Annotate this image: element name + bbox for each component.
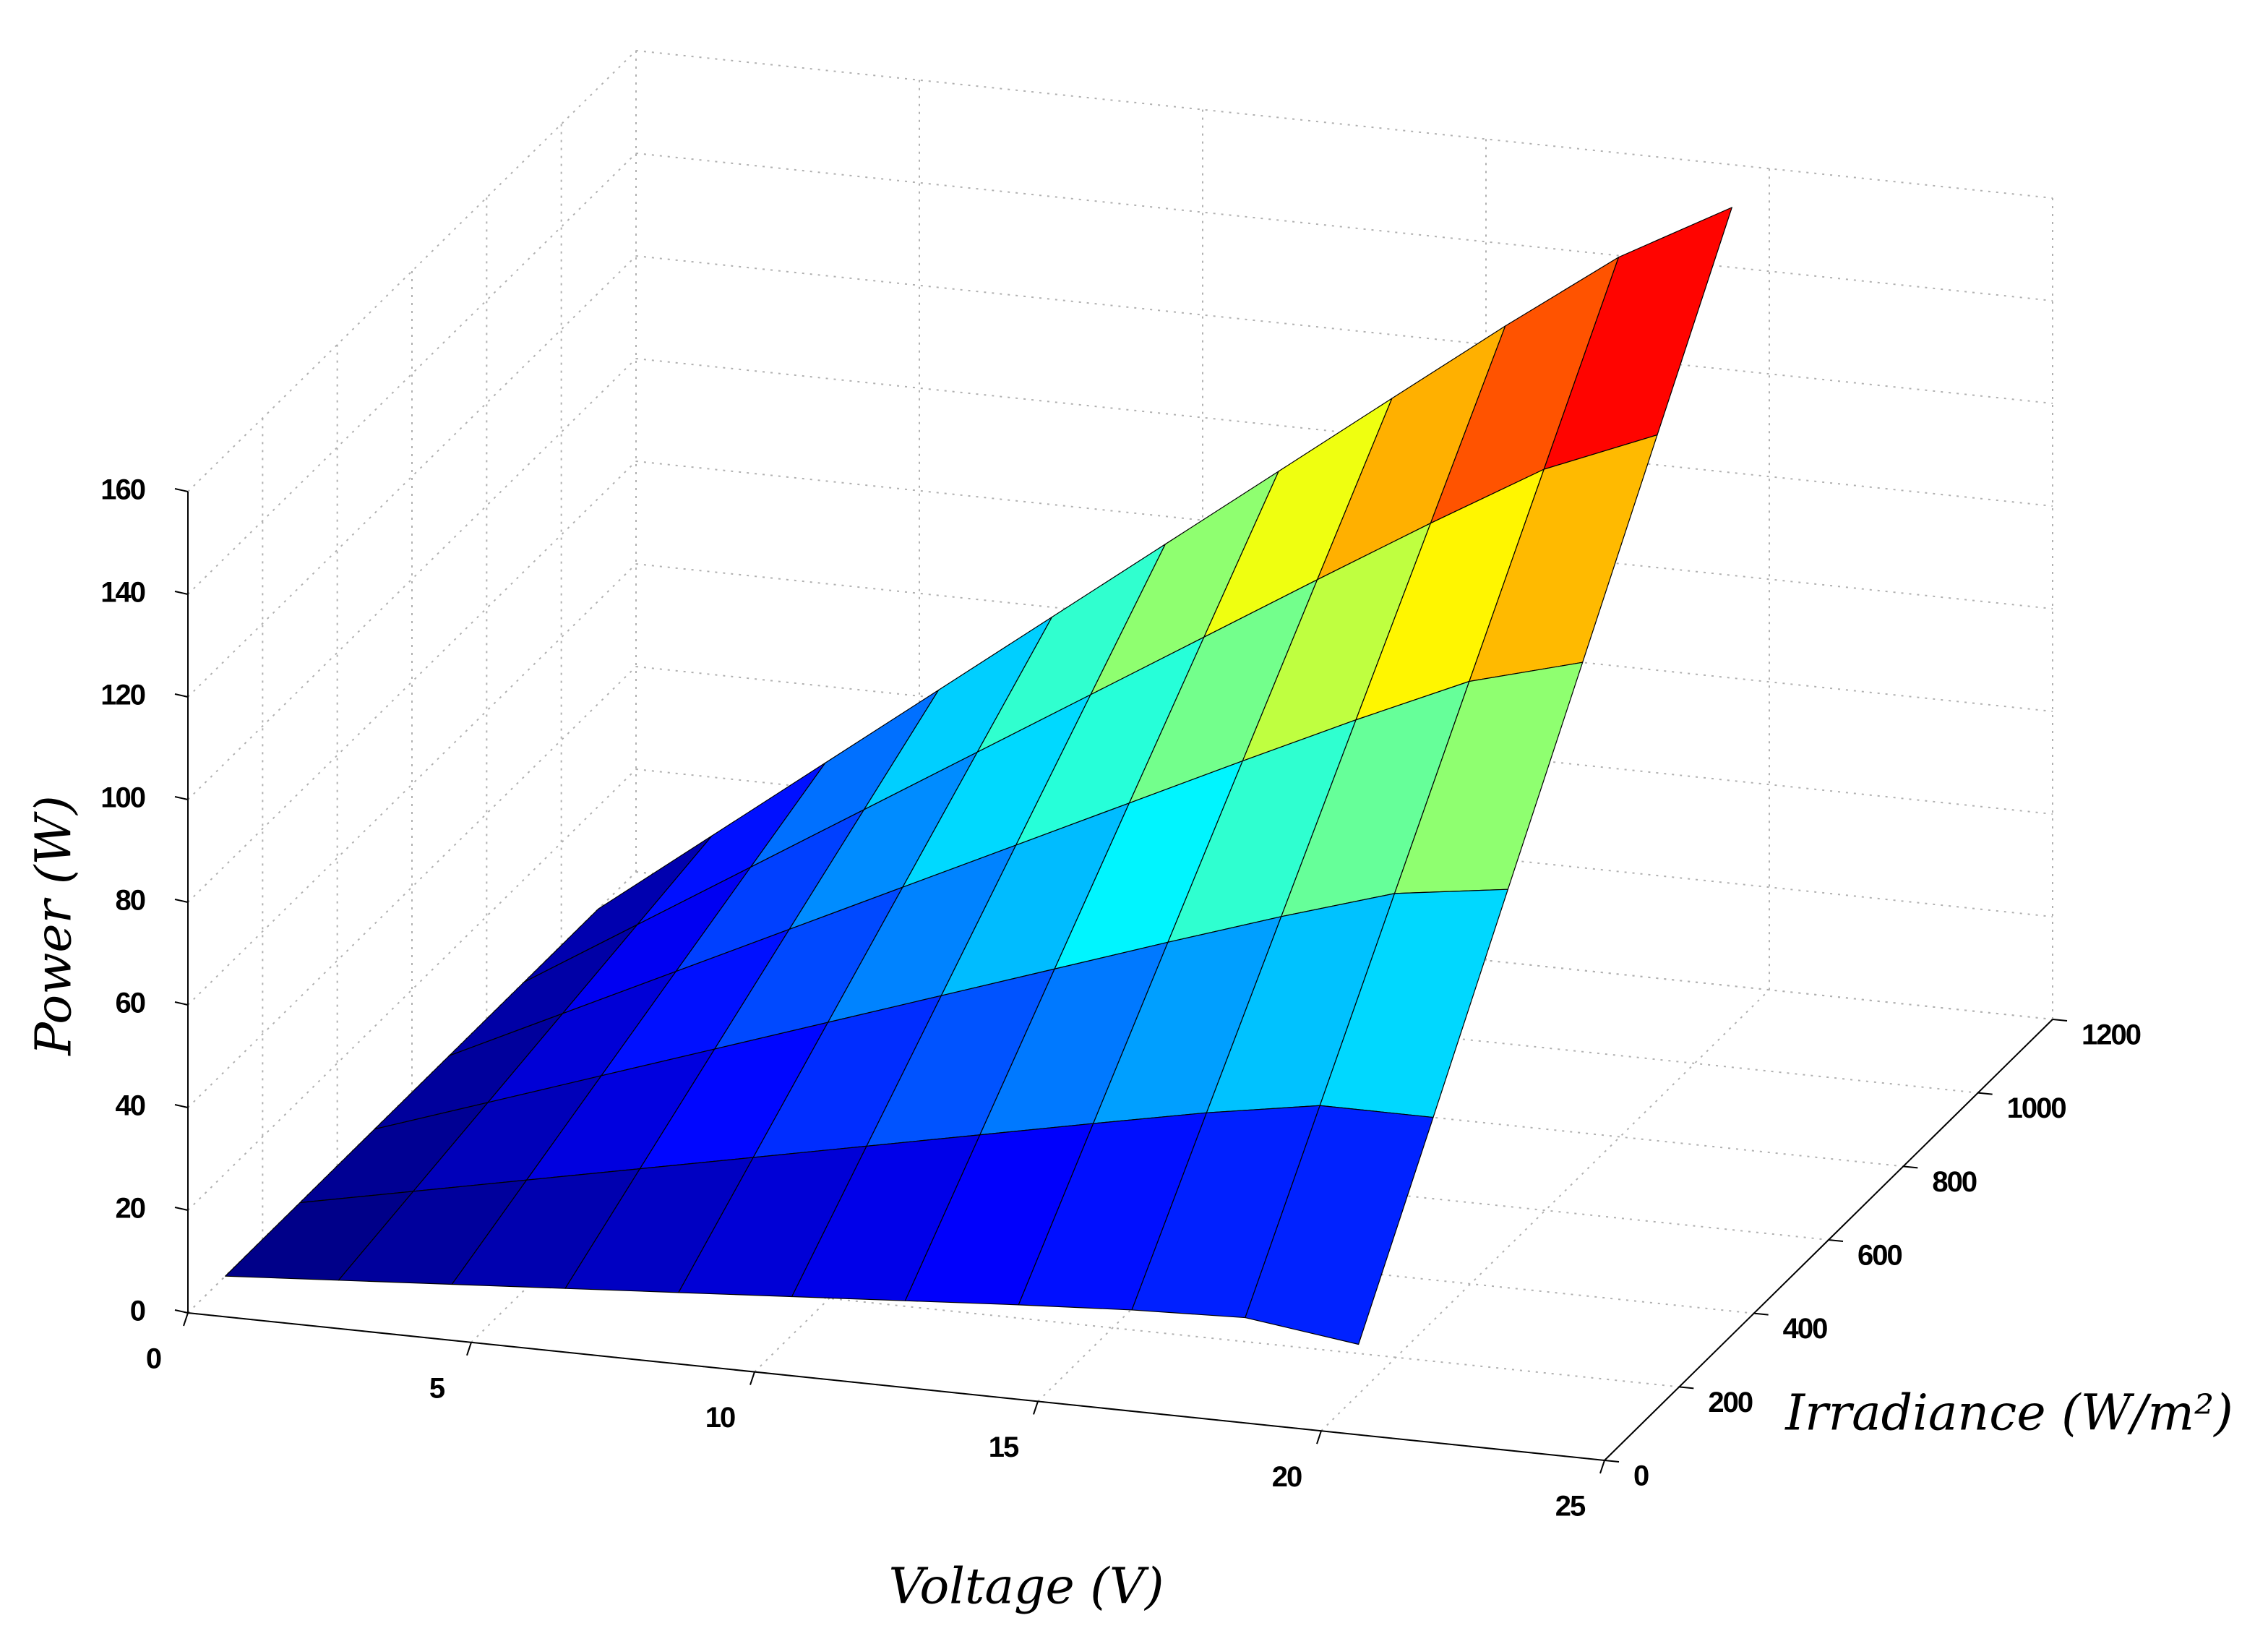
z-tick-label: 60 xyxy=(116,988,145,1019)
y-tick xyxy=(2052,1019,2068,1022)
grid-line xyxy=(187,255,637,698)
grid-line xyxy=(187,358,637,800)
grid-line xyxy=(187,461,637,903)
z-tick xyxy=(174,899,189,903)
grid-line xyxy=(635,50,2053,199)
z-tick xyxy=(174,1207,189,1211)
y-tick-label: 1000 xyxy=(2007,1092,2066,1124)
x-tick-label: 15 xyxy=(989,1431,1019,1463)
y-tick-label: 200 xyxy=(1708,1387,1752,1418)
x-tick-label: 0 xyxy=(146,1343,161,1375)
z-tick-label: 0 xyxy=(130,1296,145,1327)
z-tick xyxy=(174,796,189,800)
z-tick-label: 20 xyxy=(116,1193,145,1225)
x-tick-label: 5 xyxy=(429,1372,445,1404)
x-tick-label: 20 xyxy=(1272,1461,1302,1493)
surface xyxy=(225,207,1732,1345)
y-tick xyxy=(1679,1386,1694,1390)
y-tick xyxy=(1903,1165,1918,1169)
y-tick-label: 1200 xyxy=(2082,1019,2141,1051)
y-tick-label: 0 xyxy=(1633,1460,1649,1492)
x-tick xyxy=(749,1371,755,1385)
z-tick-label: 40 xyxy=(116,1090,145,1122)
surface-patch xyxy=(1245,1105,1434,1345)
axes: 0 5 10 15 20 25 0 200 400 600 800 1000 1200 0 20 40 60 80… xyxy=(100,474,2142,1523)
y-tick-label: 800 xyxy=(1932,1166,1976,1198)
y-tick xyxy=(1753,1312,1769,1316)
grid-line xyxy=(187,153,637,595)
z-tick-label: 100 xyxy=(100,782,145,814)
z-tick-label: 140 xyxy=(100,577,145,609)
z-tick xyxy=(174,1104,189,1108)
z-tick-label: 160 xyxy=(100,474,145,506)
y-tick-label: 400 xyxy=(1783,1313,1827,1345)
grid-line xyxy=(187,769,637,1211)
grid-line xyxy=(1037,959,1487,1403)
grid-line xyxy=(187,666,637,1108)
y-tick xyxy=(1828,1239,1844,1242)
x-tick xyxy=(466,1342,472,1356)
x-tick-label: 25 xyxy=(1555,1491,1586,1523)
x-tick-label: 10 xyxy=(705,1402,735,1434)
y-tick xyxy=(1977,1092,1993,1095)
z-tick xyxy=(174,488,189,492)
grid-line xyxy=(187,50,637,492)
grid-line xyxy=(1320,989,1770,1431)
z-tick-label: 120 xyxy=(100,680,145,711)
z-tick xyxy=(174,1309,189,1314)
grid-line xyxy=(187,563,637,1006)
y-tick xyxy=(1604,1460,1620,1463)
x-tick xyxy=(1316,1430,1322,1444)
x-axis-line xyxy=(187,1312,1605,1461)
z-tick xyxy=(174,1001,189,1006)
y-tick-label: 600 xyxy=(1857,1240,1902,1272)
z-tick xyxy=(174,591,189,595)
z-tick xyxy=(174,693,189,698)
y-axis-title: Irradiance (W/m²) xyxy=(1784,1385,2233,1442)
z-axis-title: Power (W) xyxy=(26,795,83,1056)
x-tick xyxy=(1599,1460,1605,1474)
x-axis-title: Voltage (V) xyxy=(889,1559,1164,1616)
x-tick xyxy=(183,1312,189,1327)
z-tick-label: 80 xyxy=(116,885,145,917)
x-tick xyxy=(1033,1401,1039,1415)
